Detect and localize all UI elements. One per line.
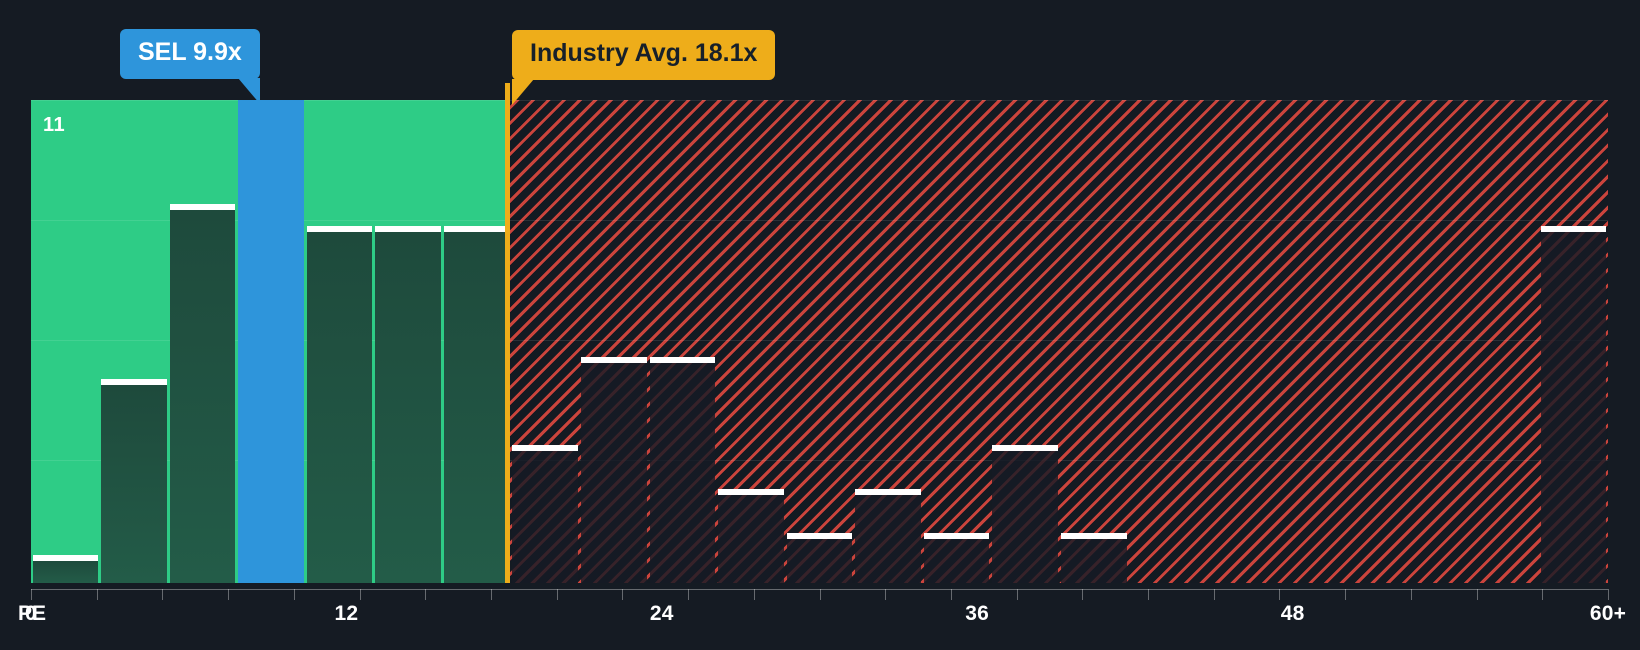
x-axis-tick xyxy=(556,589,558,600)
x-axis-tick xyxy=(425,589,427,600)
bar-cap xyxy=(101,379,167,386)
x-axis-tick xyxy=(162,589,164,600)
bar[interactable] xyxy=(1060,533,1127,583)
bar[interactable] xyxy=(718,489,784,583)
bar-cap xyxy=(1060,533,1127,540)
x-axis-tick xyxy=(1542,589,1544,600)
bar[interactable] xyxy=(649,357,716,583)
bar-cap xyxy=(718,489,784,496)
x-axis-tick xyxy=(1410,589,1412,600)
x-axis-tick xyxy=(31,589,32,600)
x-axis-tick-label: 60+ xyxy=(1589,602,1627,625)
x-axis-tick xyxy=(359,589,361,600)
industry-average-line xyxy=(504,83,510,583)
x-axis-tick-label: 0 xyxy=(25,602,37,625)
bar-cap xyxy=(786,533,853,540)
x-axis-tick xyxy=(622,589,624,600)
bar[interactable] xyxy=(786,533,853,583)
bar-cap xyxy=(169,203,236,210)
x-axis-tick xyxy=(753,589,755,600)
gridline-8 xyxy=(31,220,1608,221)
gridline-3 xyxy=(31,460,1608,461)
x-axis-tick xyxy=(1476,589,1478,600)
x-axis-tick-label: 36 xyxy=(965,602,990,625)
sel-tooltip-stem xyxy=(290,100,294,122)
bar[interactable] xyxy=(992,445,1058,583)
industry-avg-tooltip[interactable]: Industry Avg. 18.1x xyxy=(512,30,776,80)
gridline-5 xyxy=(31,340,1608,341)
bar-cap xyxy=(855,489,921,496)
x-axis-tick xyxy=(293,589,295,600)
x-axis-tick xyxy=(885,589,887,600)
bar[interactable] xyxy=(923,533,990,583)
overvalued-zone xyxy=(506,100,1608,583)
bar-highlighted[interactable] xyxy=(238,100,304,583)
bar[interactable] xyxy=(512,445,579,583)
bar[interactable] xyxy=(375,225,441,583)
x-axis-prefix-label: PE xyxy=(17,602,47,625)
bar[interactable] xyxy=(855,489,921,583)
x-axis-tick xyxy=(1016,589,1018,600)
bar-cap xyxy=(649,357,716,364)
bar[interactable] xyxy=(169,203,236,583)
bar[interactable] xyxy=(32,555,99,583)
x-axis-tick xyxy=(96,589,98,600)
bar-cap xyxy=(306,225,373,232)
gridline-11 xyxy=(31,100,1608,101)
industry-avg-tooltip-tail xyxy=(512,78,534,105)
bar-cap xyxy=(375,225,441,232)
x-axis-tick xyxy=(688,589,690,600)
sel-tooltip-tail xyxy=(237,77,260,104)
x-axis-tick xyxy=(950,589,952,600)
plot-area: 11 No. of Companies xyxy=(31,100,1608,583)
x-axis-tick xyxy=(490,589,492,600)
bar-cap xyxy=(443,225,510,232)
x-axis-tick xyxy=(1608,589,1609,600)
bar-cap xyxy=(992,445,1058,452)
x-axis-tick xyxy=(1148,589,1150,600)
x-axis-tick-label: 12 xyxy=(334,602,359,625)
x-axis-tick xyxy=(1279,589,1281,600)
y-max-value-label: 11 xyxy=(43,114,66,136)
bar-cap xyxy=(923,533,990,540)
bar[interactable] xyxy=(101,379,167,583)
bar[interactable] xyxy=(306,225,373,583)
bar-cap xyxy=(581,357,647,364)
x-axis-tick-label: 24 xyxy=(649,602,674,625)
sel-tooltip[interactable]: SEL 9.9x xyxy=(120,29,260,79)
bar[interactable] xyxy=(581,357,647,583)
bar[interactable] xyxy=(443,225,510,583)
x-axis-line xyxy=(31,589,1608,590)
bar-cap xyxy=(512,445,579,452)
x-axis-tick xyxy=(819,589,821,600)
x-axis-tick xyxy=(228,589,230,600)
bar-cap xyxy=(32,555,99,562)
x-axis-tick-label: 48 xyxy=(1280,602,1305,625)
bar-cap xyxy=(1540,225,1607,232)
x-axis-tick xyxy=(1213,589,1215,600)
x-axis-tick xyxy=(1082,589,1084,600)
bar[interactable] xyxy=(1540,225,1607,583)
x-axis-tick xyxy=(1345,589,1347,600)
